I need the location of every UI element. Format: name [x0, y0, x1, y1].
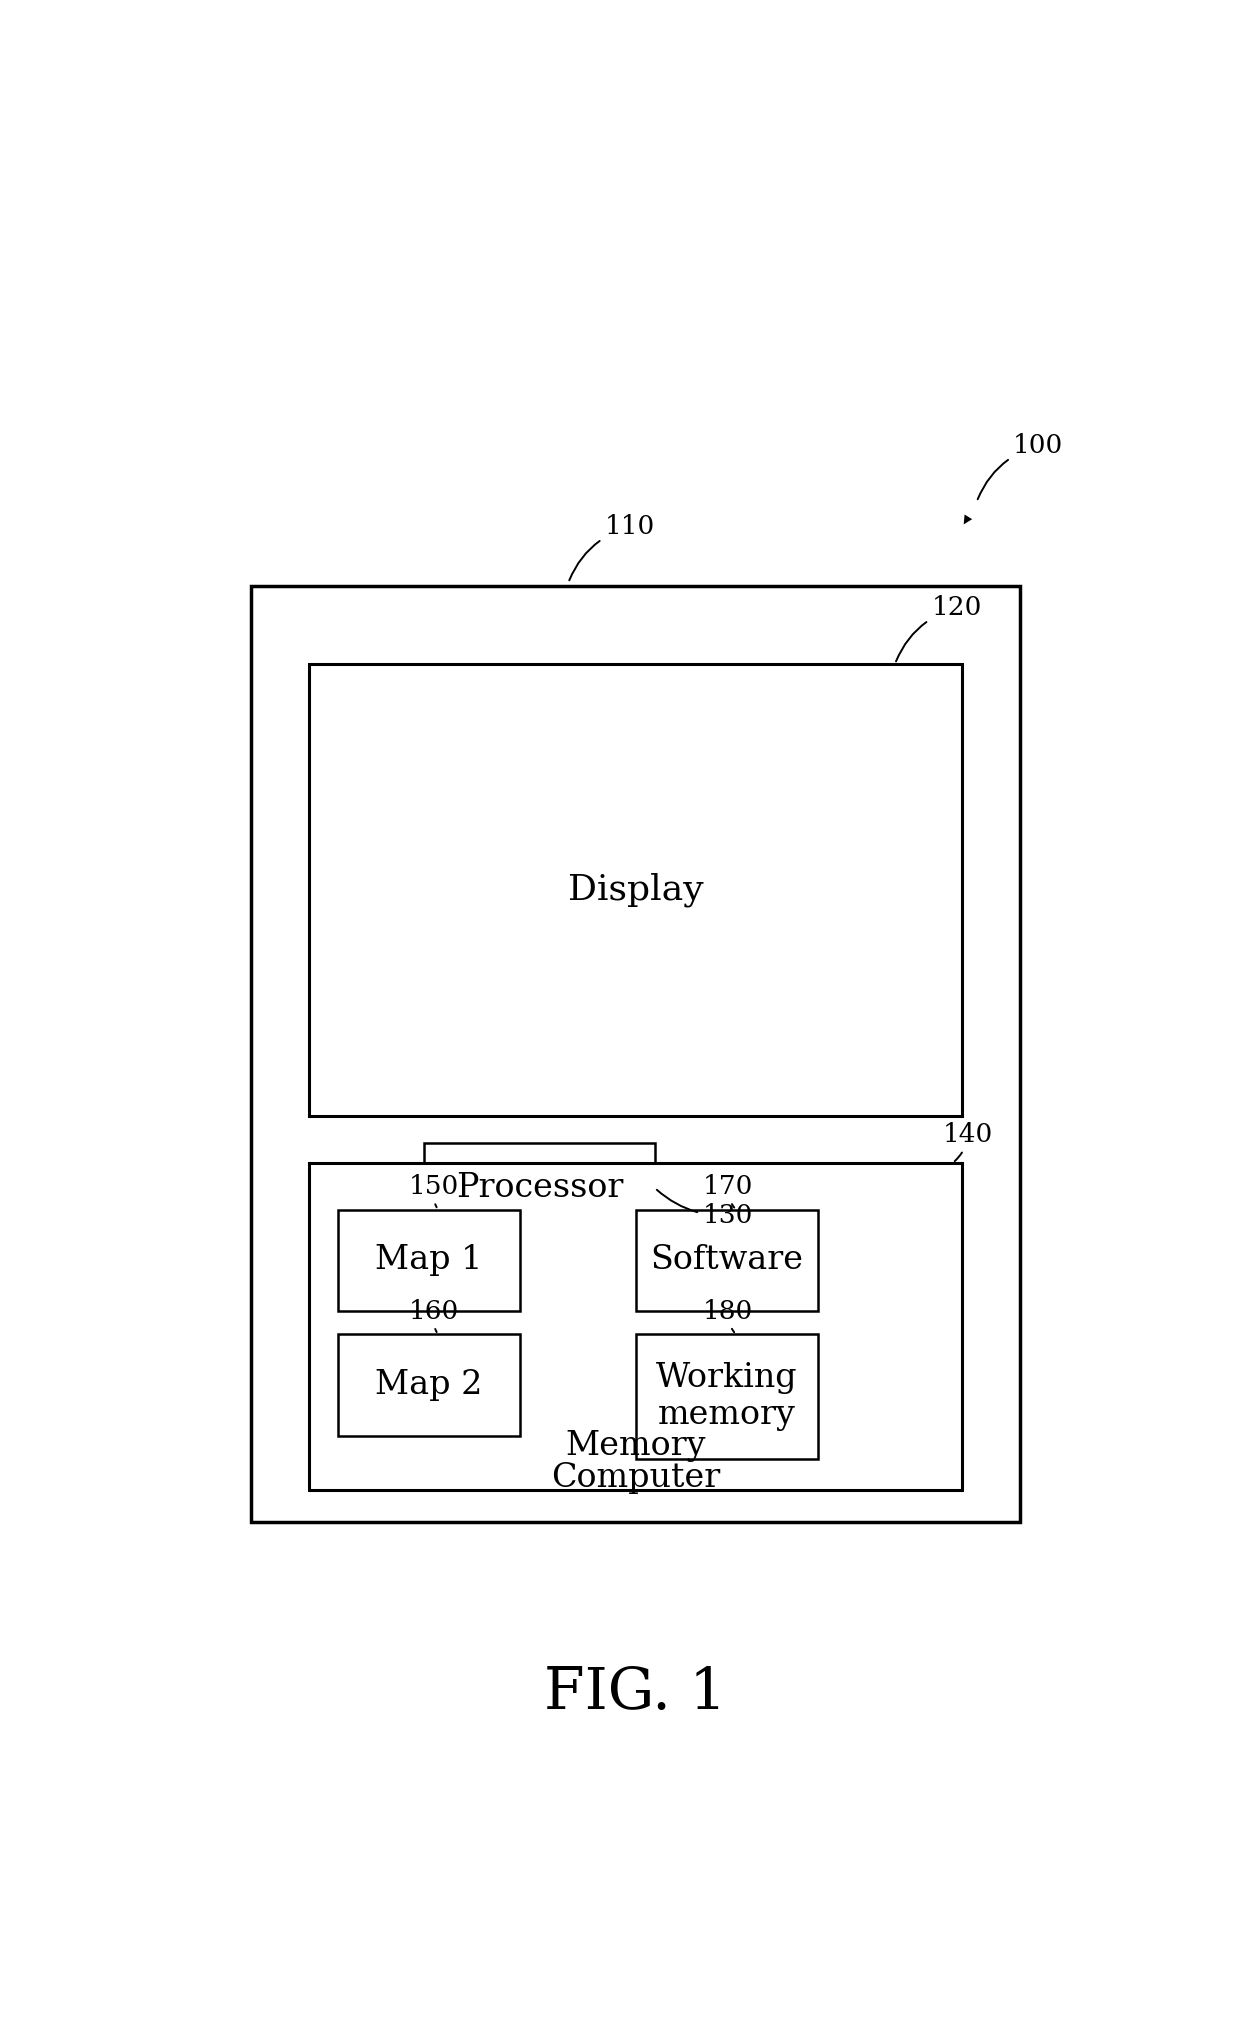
FancyBboxPatch shape: [250, 585, 1019, 1521]
Text: Map 1: Map 1: [376, 1245, 482, 1276]
Text: 140: 140: [942, 1122, 993, 1160]
Text: 160: 160: [409, 1298, 459, 1332]
Text: 110: 110: [569, 514, 655, 581]
Text: Computer: Computer: [551, 1462, 720, 1494]
Text: 170: 170: [703, 1174, 753, 1207]
FancyBboxPatch shape: [635, 1334, 818, 1460]
Text: Processor: Processor: [456, 1172, 622, 1205]
Text: Map 2: Map 2: [376, 1369, 482, 1401]
FancyBboxPatch shape: [309, 664, 962, 1116]
FancyBboxPatch shape: [337, 1334, 521, 1436]
FancyBboxPatch shape: [337, 1209, 521, 1310]
FancyBboxPatch shape: [424, 1142, 655, 1233]
Text: FIG. 1: FIG. 1: [544, 1665, 727, 1721]
Text: Software: Software: [650, 1245, 804, 1276]
Text: Working
memory: Working memory: [656, 1363, 797, 1432]
Text: 100: 100: [977, 433, 1064, 500]
Text: 120: 120: [897, 595, 982, 662]
Text: 180: 180: [703, 1298, 753, 1332]
FancyBboxPatch shape: [309, 1162, 962, 1490]
FancyBboxPatch shape: [635, 1209, 818, 1310]
Text: 130: 130: [657, 1191, 753, 1229]
Text: 150: 150: [409, 1174, 459, 1207]
Text: Memory: Memory: [565, 1430, 706, 1462]
Text: Display: Display: [568, 873, 703, 907]
